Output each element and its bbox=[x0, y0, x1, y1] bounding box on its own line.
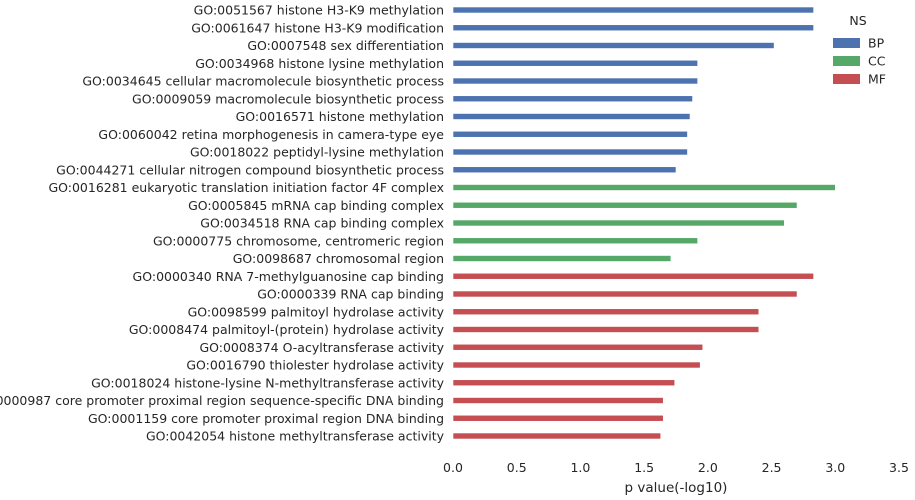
bars-layer bbox=[452, 6, 836, 440]
bar bbox=[452, 166, 677, 174]
category-label: GO:0061647 histone H3-K9 modification bbox=[191, 20, 444, 35]
category-label: GO:0000987 core promoter proximal region… bbox=[0, 393, 444, 408]
legend-swatch bbox=[833, 74, 860, 84]
bar bbox=[452, 24, 814, 32]
category-label: GO:0018022 peptidyl-lysine methylation bbox=[190, 145, 444, 160]
bar bbox=[452, 290, 798, 298]
legend-title: NS bbox=[849, 13, 866, 28]
bar bbox=[452, 255, 672, 262]
x-tick-label: 3.5 bbox=[889, 460, 909, 475]
bar bbox=[452, 343, 704, 351]
category-label: GO:0009059 macromolecule biosynthetic pr… bbox=[132, 91, 444, 106]
category-label: GO:0000340 RNA 7-methylguanosine cap bin… bbox=[133, 269, 444, 284]
category-label: GO:0008474 palmitoyl-(protein) hydrolase… bbox=[129, 322, 445, 337]
category-label: GO:0051567 histone H3-K9 methylation bbox=[194, 3, 444, 18]
x-tick-label: 1.0 bbox=[570, 460, 590, 475]
legend-label: CC bbox=[868, 54, 886, 69]
bar bbox=[452, 42, 775, 49]
bar bbox=[452, 148, 688, 156]
bar bbox=[452, 95, 693, 103]
bar bbox=[452, 6, 814, 14]
category-label: GO:0018024 histone-lysine N-methyltransf… bbox=[91, 375, 444, 390]
legend-label: BP bbox=[868, 36, 885, 51]
bar bbox=[452, 308, 760, 316]
x-axis: 0.0 0.5 1.0 1.5 2.0 2.5 3.0 3.5 bbox=[443, 460, 909, 475]
category-labels: GO:0051567 histone H3-K9 methylation GO:0… bbox=[0, 3, 445, 444]
bar bbox=[452, 414, 664, 422]
category-label: GO:0000339 RNA cap binding bbox=[257, 287, 444, 302]
bar bbox=[452, 201, 798, 209]
category-label: GO:0016281 eukaryotic translation initia… bbox=[48, 180, 444, 195]
category-label: GO:0005845 mRNA cap binding complex bbox=[188, 198, 444, 213]
category-label: GO:0042054 histone methyltransferase act… bbox=[146, 429, 445, 444]
bar bbox=[452, 130, 688, 138]
bar bbox=[452, 184, 836, 191]
category-label: GO:0098687 chromosomal region bbox=[233, 251, 444, 266]
bar bbox=[452, 219, 785, 227]
bar bbox=[452, 237, 698, 245]
bar bbox=[452, 113, 691, 120]
bar bbox=[452, 326, 760, 333]
bar bbox=[452, 59, 698, 67]
legend-swatch bbox=[833, 38, 860, 48]
x-tick-label: 2.0 bbox=[698, 460, 718, 475]
category-label: GO:0000775 chromosome, centromeric regio… bbox=[153, 233, 444, 248]
category-label: GO:0016790 thiolester hydrolase activity bbox=[186, 358, 444, 373]
bar bbox=[452, 272, 814, 280]
bar bbox=[452, 77, 698, 85]
bar bbox=[452, 379, 676, 387]
category-label: GO:0001159 core promoter proximal region… bbox=[88, 411, 444, 426]
category-label: GO:0060042 retina morphogenesis in camer… bbox=[98, 127, 444, 142]
bar bbox=[452, 397, 664, 404]
x-axis-title: p value(-log10) bbox=[625, 480, 728, 496]
category-label: GO:0098599 palmitoyl hydrolase activity bbox=[188, 304, 445, 319]
category-label: GO:0044271 cellular nitrogen compound bi… bbox=[56, 162, 444, 177]
x-tick-label: 1.5 bbox=[634, 460, 654, 475]
legend-label: MF bbox=[868, 72, 886, 87]
category-label: GO:0008374 O-acyltransferase activity bbox=[199, 340, 444, 355]
x-tick-label: 0.5 bbox=[507, 460, 527, 475]
bar bbox=[452, 432, 662, 440]
category-label: GO:0034968 histone lysine methylation bbox=[195, 56, 444, 71]
legend-swatch bbox=[833, 56, 860, 66]
bar bbox=[452, 361, 701, 369]
category-label: GO:0007548 sex differentiation bbox=[247, 38, 444, 53]
category-label: GO:0016571 histone methylation bbox=[236, 109, 444, 124]
x-tick-label: 0.0 bbox=[443, 460, 463, 475]
x-tick-label: 2.5 bbox=[762, 460, 782, 475]
x-tick-label: 3.0 bbox=[825, 460, 845, 475]
category-label: GO:0034518 RNA cap binding complex bbox=[200, 216, 444, 231]
category-label: GO:0034645 cellular macromolecule biosyn… bbox=[82, 74, 444, 89]
